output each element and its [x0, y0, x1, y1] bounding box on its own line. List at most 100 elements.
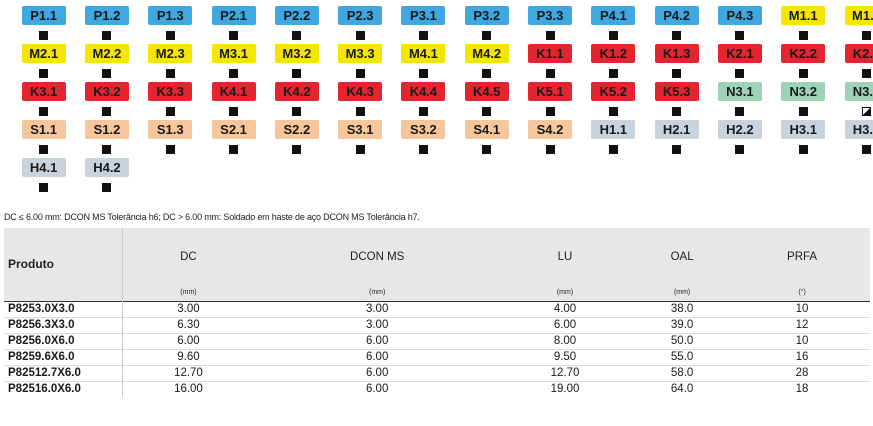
grade-cell: K2.2: [772, 44, 835, 82]
suitable-icon: [545, 145, 555, 154]
suitable-icon: [798, 69, 808, 78]
suitable-icon: [292, 107, 302, 116]
product-code: P8256.0X6.0: [4, 332, 123, 349]
suitable-icon: [229, 31, 239, 40]
grade-cell: K4.2: [265, 82, 328, 120]
table-cell: 10: [734, 300, 870, 317]
grade-badge: S2.2: [274, 120, 319, 139]
grade-badge: P1.3: [148, 6, 193, 25]
table-row: P8256.0X6.0 6.00 6.00 8.00 50.0 10: [4, 332, 870, 349]
grade-badge: K5.1: [528, 82, 573, 101]
suitable-icon: [292, 69, 302, 78]
table-row: P8256.3X3.0 6.30 3.00 6.00 39.0 12: [4, 316, 870, 333]
grade-badge: M3.2: [274, 44, 319, 63]
suitable-icon: [545, 31, 555, 40]
tolerance-note: DC ≤ 6.00 mm: DCON MS Tolerância h6; DC …: [4, 212, 420, 222]
grade-cell: H1.1: [582, 120, 645, 158]
grade-cell: P3.3: [518, 6, 581, 44]
grade-badge: S2.1: [211, 120, 256, 139]
suitable-icon: [798, 145, 808, 154]
suitable-icon: [735, 107, 745, 116]
table-cell: 6.30: [122, 316, 255, 333]
grade-row: P1.1 P1.2 P1.3 P2.1 P2.2 P2.3 P3.1 P3.2 P3.3 P4.1…: [12, 6, 873, 44]
suitable-icon: [482, 107, 492, 116]
grade-cell: K3.2: [75, 82, 138, 120]
grade-cell: K5.1: [518, 82, 581, 120]
suitable-icon: [608, 69, 618, 78]
grade-row: H4.1 H4.2: [12, 158, 872, 196]
grade-cell: K4.4: [392, 82, 455, 120]
grade-badge: K5.2: [591, 82, 636, 101]
product-code: P8253.0X3.0: [4, 300, 123, 317]
grade-badge: N3.3: [844, 82, 873, 101]
grade-cell: H4.2: [75, 158, 138, 196]
grade-badge: P3.2: [464, 6, 509, 25]
table-row: P8253.0X3.0 3.00 3.00 4.00 38.0 10: [4, 300, 870, 317]
suitable-icon: [672, 31, 682, 40]
suitable-icon: [798, 107, 808, 116]
suitable-icon: [608, 107, 618, 116]
grade-cell: S4.1: [455, 120, 518, 158]
column-header-oal: OAL: [630, 228, 735, 285]
grade-cell: K1.3: [645, 44, 708, 82]
grade-badge: M2.2: [84, 44, 129, 63]
suitable-icon: [39, 183, 49, 192]
suitable-icon: [798, 31, 808, 40]
table-cell: 16: [734, 348, 870, 365]
grade-cell: P3.2: [455, 6, 518, 44]
grade-badge: S1.1: [21, 120, 66, 139]
grade-badge: M4.1: [401, 44, 446, 63]
table-cell: 16.00: [122, 380, 255, 397]
grade-cell: M4.1: [392, 44, 455, 82]
grade-cell: S4.2: [518, 120, 581, 158]
grade-badge: K1.3: [654, 44, 699, 63]
grade-badge: M3.1: [211, 44, 256, 63]
grade-cell: S3.2: [392, 120, 455, 158]
suitable-icon: [735, 69, 745, 78]
grade-cell: K1.1: [518, 44, 581, 82]
grade-cell: H3.2: [835, 120, 873, 158]
grade-cell: H2.2: [708, 120, 771, 158]
grade-cell: K3.3: [139, 82, 202, 120]
suitable-icon: [355, 107, 365, 116]
column-header-dcon-ms: DCON MS: [254, 228, 500, 285]
table-cell: 12.70: [499, 364, 631, 381]
suitable-icon: [672, 69, 682, 78]
grade-cell: H3.1: [772, 120, 835, 158]
column-header-prfa: PRFA: [734, 228, 870, 285]
suitable-icon: [229, 69, 239, 78]
grade-badge: S3.2: [401, 120, 446, 139]
grade-badge: S4.2: [528, 120, 573, 139]
material-grade-grid: P1.1 P1.2 P1.3 P2.1 P2.2 P2.3 P3.1 P3.2 P3.3 P4.1…: [12, 6, 873, 196]
grade-badge: M1.1: [781, 6, 826, 25]
grade-cell: P1.1: [12, 6, 75, 44]
grade-cell: S2.2: [265, 120, 328, 158]
table-cell: 8.00: [499, 332, 631, 349]
grade-badge: N3.1: [717, 82, 762, 101]
grade-badge: P1.1: [21, 6, 66, 25]
table-cell: 3.00: [254, 300, 500, 317]
table-cell: 28: [734, 364, 870, 381]
grade-badge: P2.2: [274, 6, 319, 25]
grade-cell: M3.3: [328, 44, 391, 82]
suitable-icon: [102, 107, 112, 116]
grade-cell: P2.2: [265, 6, 328, 44]
grade-cell: S3.1: [328, 120, 391, 158]
table-cell: 9.60: [122, 348, 255, 365]
table-cell: 3.00: [122, 300, 255, 317]
grade-cell: K1.2: [582, 44, 645, 82]
grade-cell: K3.1: [12, 82, 75, 120]
table-cell: 39.0: [630, 316, 735, 333]
table-row: P82512.7X6.0 12.70 6.00 12.70 58.0 28: [4, 364, 870, 381]
table-cell: 10: [734, 332, 870, 349]
suitable-icon: [102, 31, 112, 40]
table-cell: 3.00: [254, 316, 500, 333]
column-header-dc: DC: [122, 228, 255, 285]
product-code: P82516.0X6.0: [4, 380, 123, 397]
suitable-icon: [292, 31, 302, 40]
grade-cell: S1.2: [75, 120, 138, 158]
suitable-icon: [608, 31, 618, 40]
grade-badge: M4.2: [464, 44, 509, 63]
suitable-icon: [418, 31, 428, 40]
suitable-icon: [735, 31, 745, 40]
